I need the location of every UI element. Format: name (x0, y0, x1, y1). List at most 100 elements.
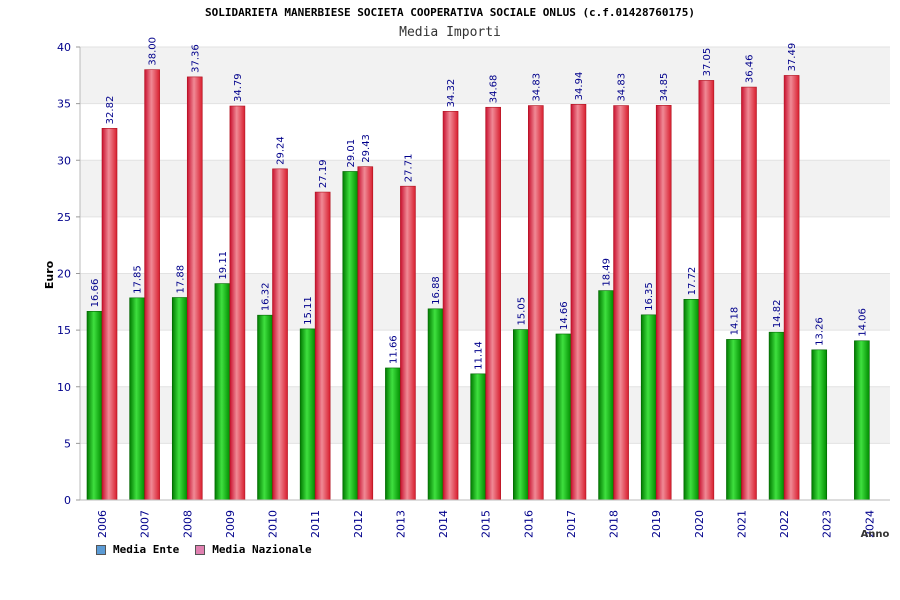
x-tick-label: 2020 (693, 510, 706, 538)
bar (171, 297, 188, 501)
bar (698, 80, 715, 501)
x-tick-label: 2016 (522, 510, 535, 538)
y-tick-label: 15 (57, 324, 71, 337)
data-label: 14.06 (857, 308, 868, 337)
x-tick-label: 2006 (96, 510, 109, 538)
data-label: 38.00 (148, 37, 159, 66)
bar (314, 191, 331, 501)
x-tick-label: 2014 (437, 510, 450, 538)
data-label: 14.82 (772, 300, 783, 329)
bar (101, 128, 118, 501)
bar (555, 333, 572, 501)
y-tick-label: 20 (57, 268, 71, 281)
y-tick-label: 25 (57, 211, 71, 224)
bar (528, 105, 544, 501)
data-label: 16.88 (431, 276, 442, 305)
data-label: 11.66 (388, 335, 399, 364)
x-tick-label: 2024 (863, 510, 876, 538)
x-tick-label: 2012 (352, 510, 365, 538)
data-label: 16.32 (261, 283, 272, 312)
data-label: 34.85 (659, 73, 670, 102)
legend-swatch-media-ente (96, 544, 106, 555)
bar (214, 283, 231, 501)
data-label: 34.83 (531, 73, 542, 102)
bar (768, 331, 785, 501)
y-tick-label: 40 (57, 41, 71, 54)
data-label: 32.82 (105, 96, 116, 125)
data-label: 13.26 (815, 317, 826, 346)
bar (726, 339, 742, 501)
bar (783, 75, 800, 501)
legend-label-media-ente: Media Ente (113, 543, 180, 556)
bar (513, 329, 529, 501)
bar (86, 311, 103, 501)
data-label: 19.11 (218, 251, 229, 280)
data-label: 11.14 (474, 341, 485, 370)
bar (570, 104, 587, 501)
data-label: 34.83 (617, 73, 628, 102)
bar (229, 105, 246, 501)
bar (342, 171, 359, 501)
data-label: 17.72 (687, 267, 698, 296)
bar (854, 340, 870, 501)
bar (299, 328, 316, 501)
bar (613, 105, 629, 501)
chart-title: SOLIDARIETA MANERBIESE SOCIETA COOPERATI… (204, 6, 696, 19)
x-tick-label: 2013 (394, 510, 407, 538)
bar (357, 166, 374, 501)
bar (470, 373, 486, 501)
y-tick-label: 35 (57, 98, 71, 111)
data-label: 17.85 (133, 265, 144, 294)
bar (741, 86, 757, 501)
legend-label-media-nazionale: Media Nazionale (212, 543, 312, 556)
x-tick-label: 2015 (480, 510, 493, 538)
data-label: 16.35 (644, 282, 655, 311)
x-tick-label: 2009 (224, 510, 237, 538)
data-label: 27.19 (318, 159, 329, 188)
data-label: 18.49 (602, 258, 613, 287)
data-label: 15.05 (516, 297, 527, 326)
data-label: 29.43 (361, 134, 372, 163)
y-tick-label: 0 (64, 494, 71, 507)
x-tick-label: 2021 (735, 510, 748, 538)
bar (683, 299, 700, 501)
data-label: 15.11 (303, 296, 314, 325)
x-tick-label: 2023 (821, 510, 834, 538)
bar (400, 185, 416, 501)
x-tick-label: 2017 (565, 510, 578, 538)
legend-item-media-ente: Media Ente (96, 543, 179, 556)
x-tick-label: 2019 (650, 510, 663, 538)
x-tick-label: 2008 (181, 510, 194, 538)
x-axis-title: Anno (861, 529, 890, 540)
bar (811, 349, 828, 501)
bar (598, 290, 614, 501)
data-label: 16.66 (90, 279, 101, 308)
y-tick-label: 30 (57, 154, 71, 167)
data-label: 27.71 (403, 154, 414, 183)
y-axis-title: Euro (43, 260, 56, 289)
data-label: 29.01 (346, 139, 357, 168)
bar (427, 308, 444, 501)
x-tick-label: 2022 (778, 510, 791, 538)
bar (186, 76, 203, 501)
chart-subtitle: Media Importi (399, 25, 501, 40)
bar (257, 314, 273, 501)
data-label: 34.32 (446, 79, 457, 108)
x-tick-label: 2018 (608, 510, 621, 538)
bar (640, 314, 657, 501)
bar (485, 106, 501, 501)
y-tick-label: 5 (64, 437, 71, 450)
data-label: 37.49 (787, 43, 798, 72)
data-label: 37.36 (190, 44, 201, 73)
bar (385, 367, 401, 501)
x-tick-label: 2010 (267, 510, 280, 538)
legend-item-media-nazionale: Media Nazionale (195, 543, 312, 556)
x-tick-label: 2011 (309, 510, 322, 538)
legend: Media Ente Media Nazionale (96, 543, 312, 556)
data-label: 37.05 (702, 48, 713, 77)
bar (144, 69, 160, 501)
data-label: 34.79 (233, 73, 244, 102)
bar (442, 111, 459, 501)
